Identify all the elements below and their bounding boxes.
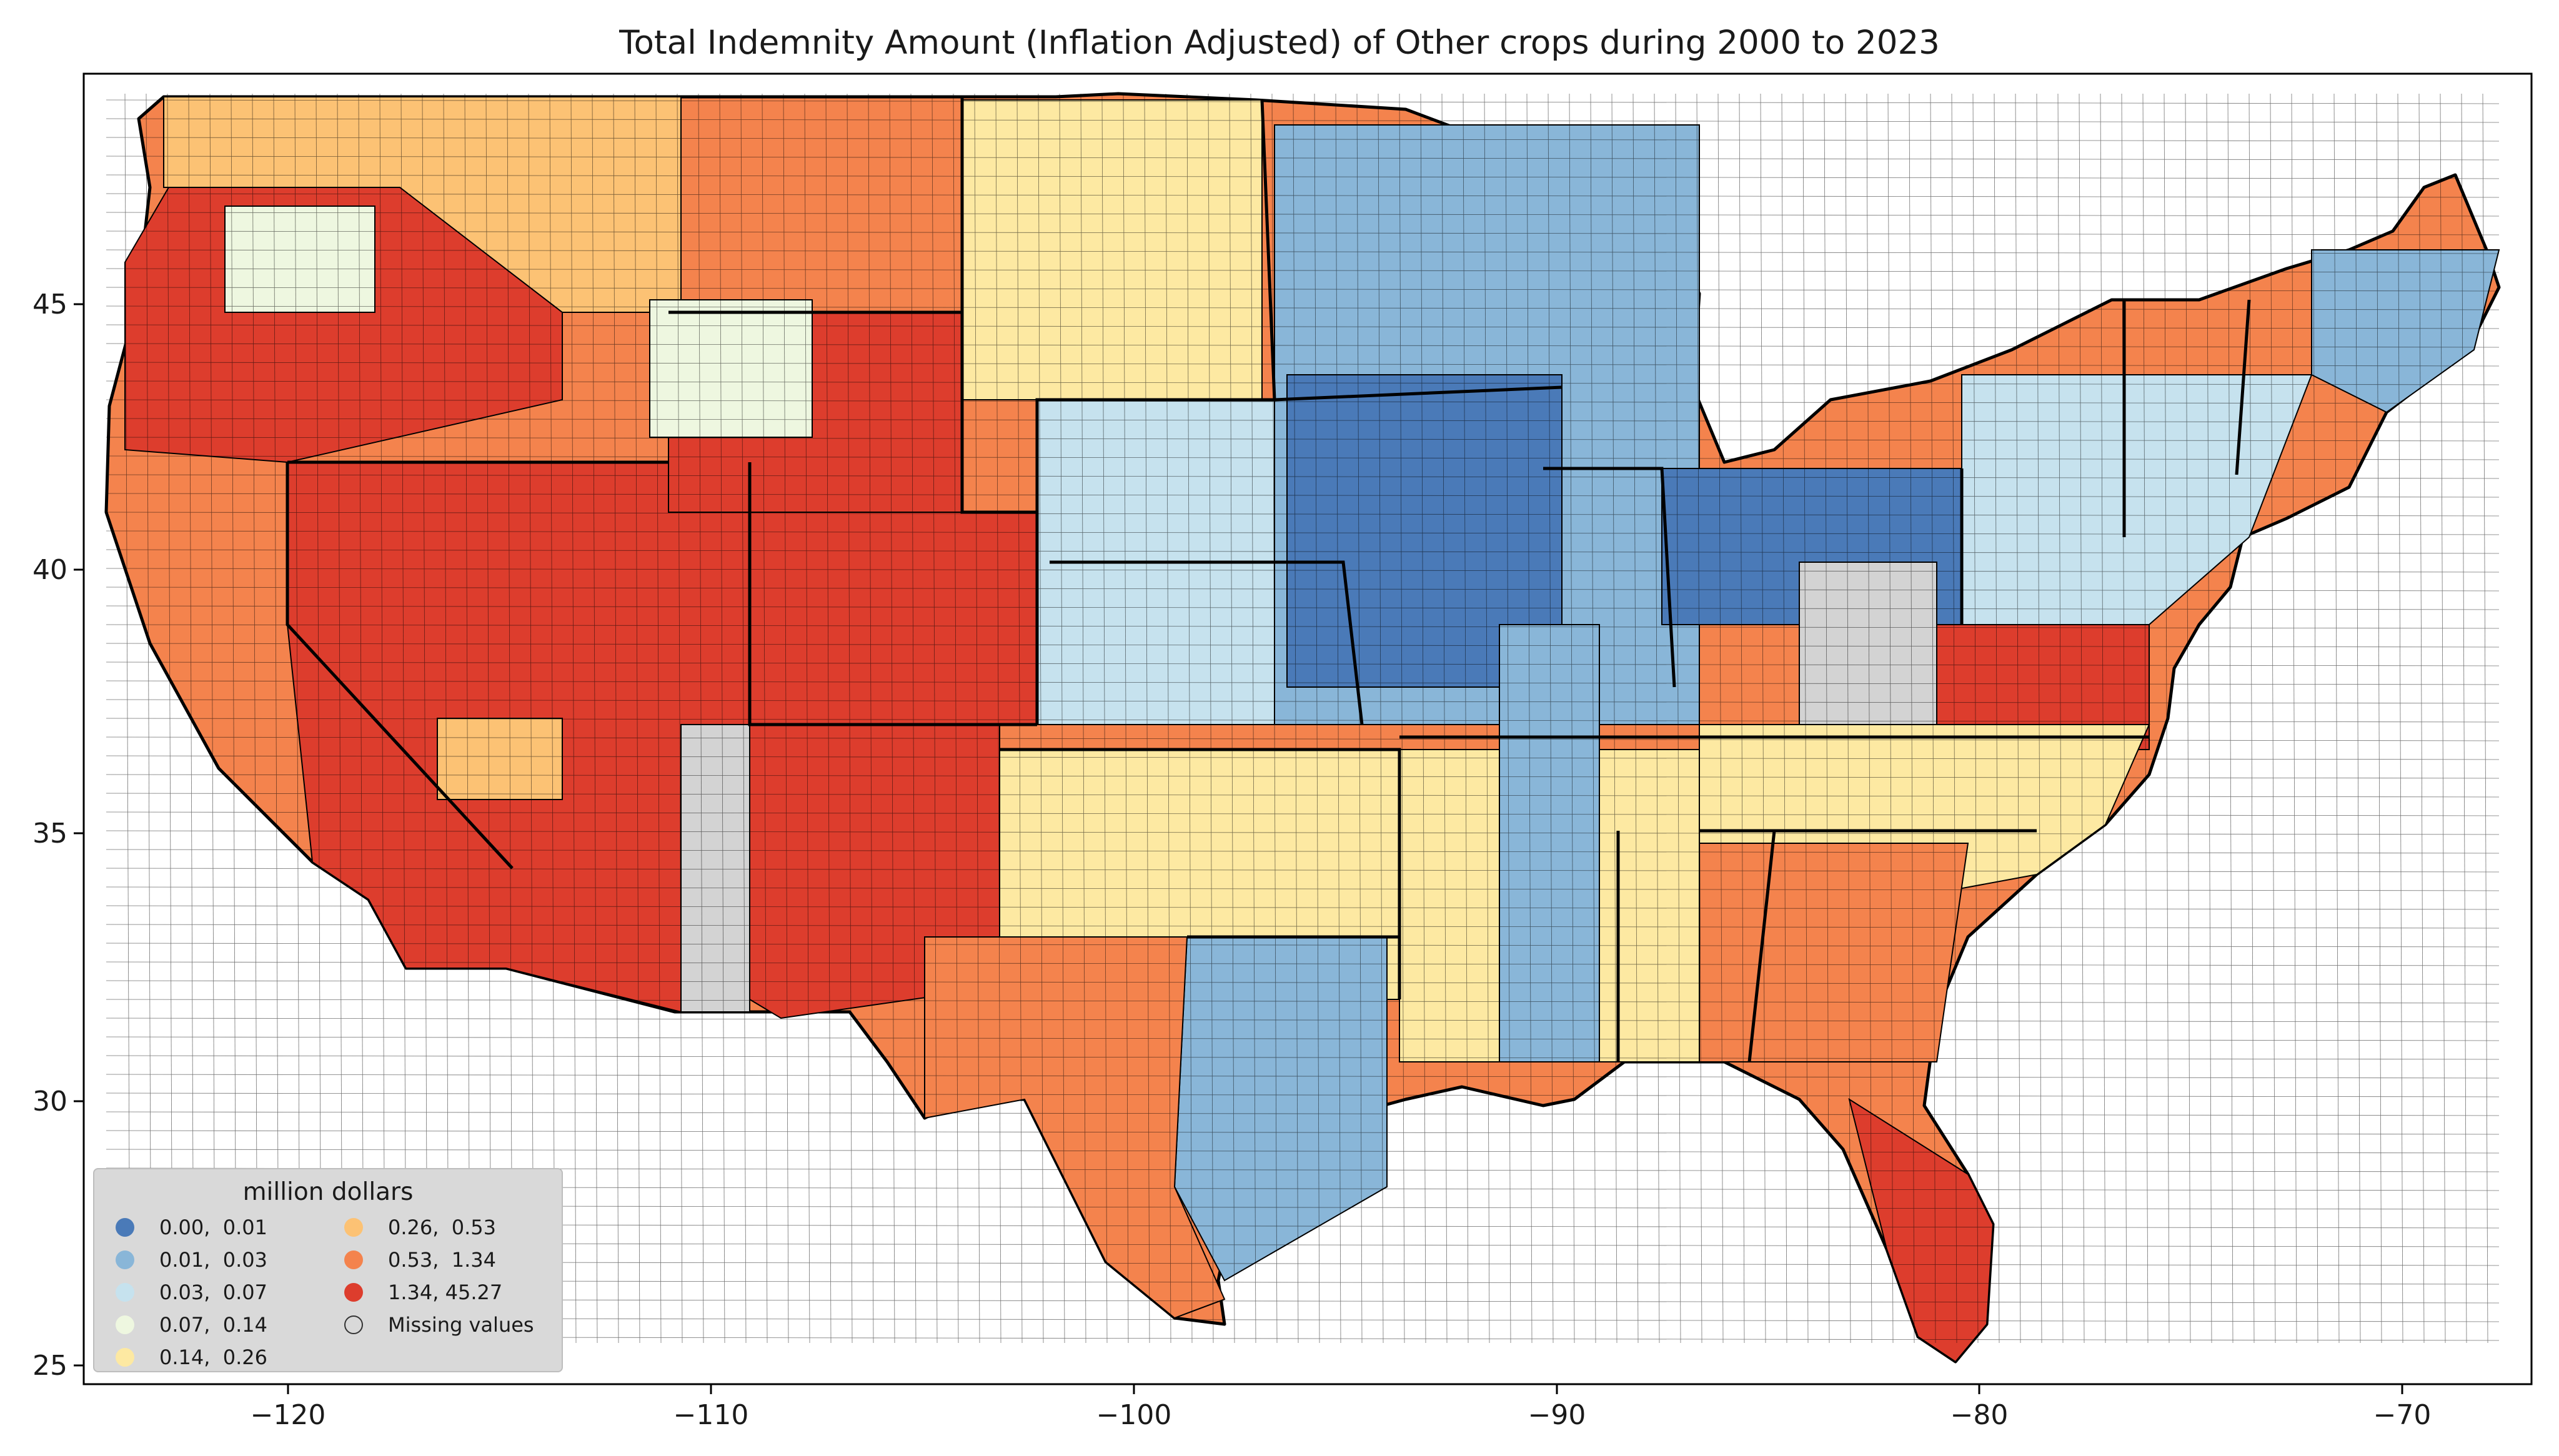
y-tick-label: 35 [32,818,67,849]
x-tick-label: −80 [1950,1399,2009,1431]
legend-label: 0.53, 1.34 [388,1248,497,1272]
legend-swatch [344,1250,363,1269]
legend-label: 0.03, 0.07 [159,1280,268,1304]
legend-label: 0.14, 0.26 [159,1345,268,1369]
x-tick-label: −100 [1096,1399,1172,1431]
x-tick-label: −90 [1528,1399,1586,1431]
legend: million dollars 0.00, 0.01 0.01, 0.03 0.… [93,1168,563,1372]
legend-label: 0.07, 0.14 [159,1313,268,1337]
legend-item: 0.53, 1.34 [344,1246,496,1274]
legend-title: million dollars [242,1178,414,1206]
legend-label: Missing values [388,1313,534,1337]
legend-swatch [344,1218,363,1237]
legend-swatch [344,1315,363,1334]
legend-item: 0.00, 0.01 [116,1213,267,1242]
x-tick-label: −70 [2373,1399,2432,1431]
legend-item: 1.34, 45.27 [344,1278,502,1307]
legend-label: 0.26, 0.53 [388,1216,497,1239]
legend-swatch [116,1348,134,1367]
legend-swatch [344,1283,363,1302]
y-tick-label: 40 [32,554,67,586]
x-tick-label: −110 [673,1399,749,1431]
legend-item: 0.14, 0.26 [116,1343,267,1372]
legend-item: Missing values [344,1310,534,1339]
legend-label: 0.01, 0.03 [159,1248,268,1272]
y-tick-label: 30 [32,1086,67,1117]
legend-item: 0.07, 0.14 [116,1310,267,1339]
state-boundaries [286,97,2251,1062]
map-title: Total Indemnity Amount (Inflation Adjust… [619,24,1940,62]
y-axis [74,303,84,1367]
legend-label: 1.34, 45.27 [388,1280,503,1304]
legend-swatch [116,1250,134,1269]
legend-swatch [116,1283,134,1302]
legend-item: 0.01, 0.03 [116,1246,267,1274]
y-tick-label: 45 [32,289,67,320]
x-tick-label: −120 [251,1399,326,1431]
legend-label: 0.00, 0.01 [159,1216,268,1239]
legend-swatch [116,1218,134,1237]
legend-swatch [116,1315,134,1334]
axes-frame [82,72,2533,1385]
x-axis [287,1384,2403,1394]
y-tick-label: 25 [32,1350,67,1382]
legend-item: 0.26, 0.53 [344,1213,496,1242]
legend-item: 0.03, 0.07 [116,1278,267,1307]
